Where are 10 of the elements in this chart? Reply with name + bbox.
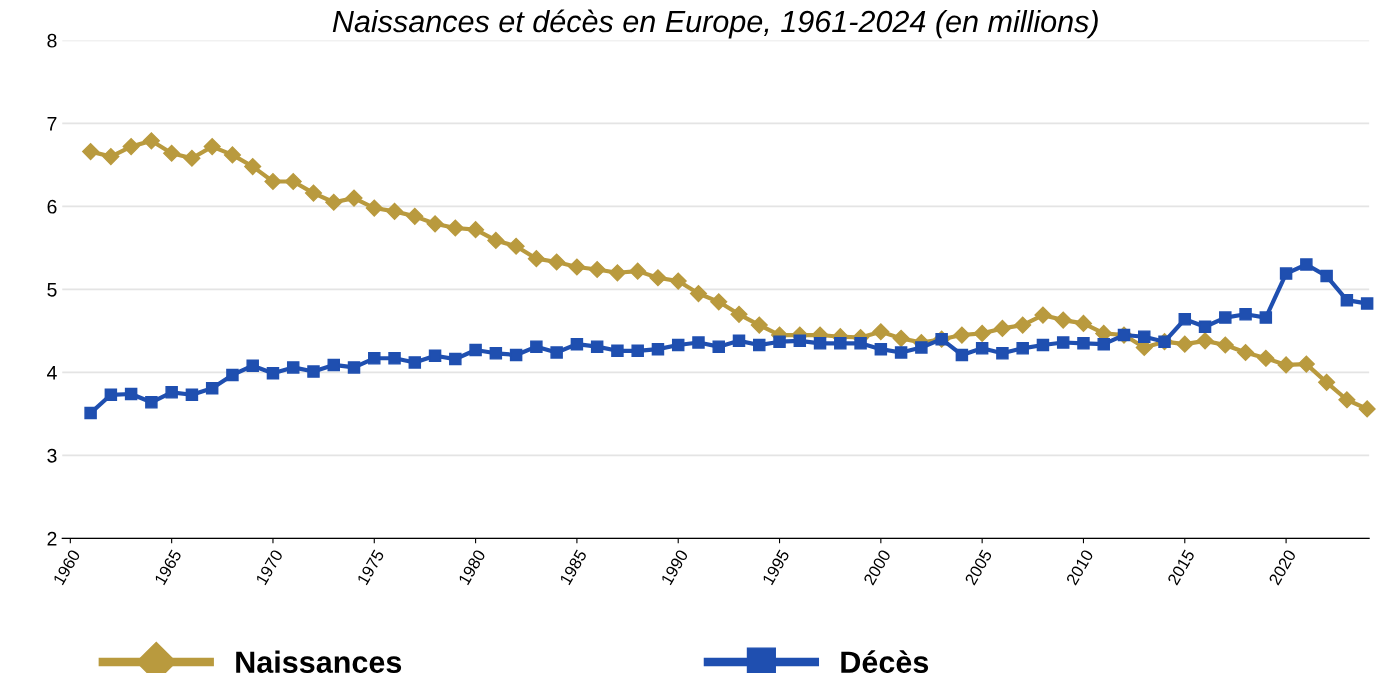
legend-label: Décès	[841, 650, 929, 673]
y-tick-label: 8	[47, 33, 57, 48]
y-tick-label: 7	[47, 117, 57, 131]
legend-label: Naissances	[236, 650, 402, 673]
y-tick-label: 3	[47, 448, 57, 463]
y-tick-label: 5	[47, 283, 57, 297]
y-tick-label: 2	[47, 531, 57, 546]
y-tick-label: 4	[47, 366, 57, 380]
chart-title: Naissances et décès en Europe, 1961-2024 (en millions)	[332, 9, 1098, 39]
y-tick-label: 6	[47, 199, 57, 214]
